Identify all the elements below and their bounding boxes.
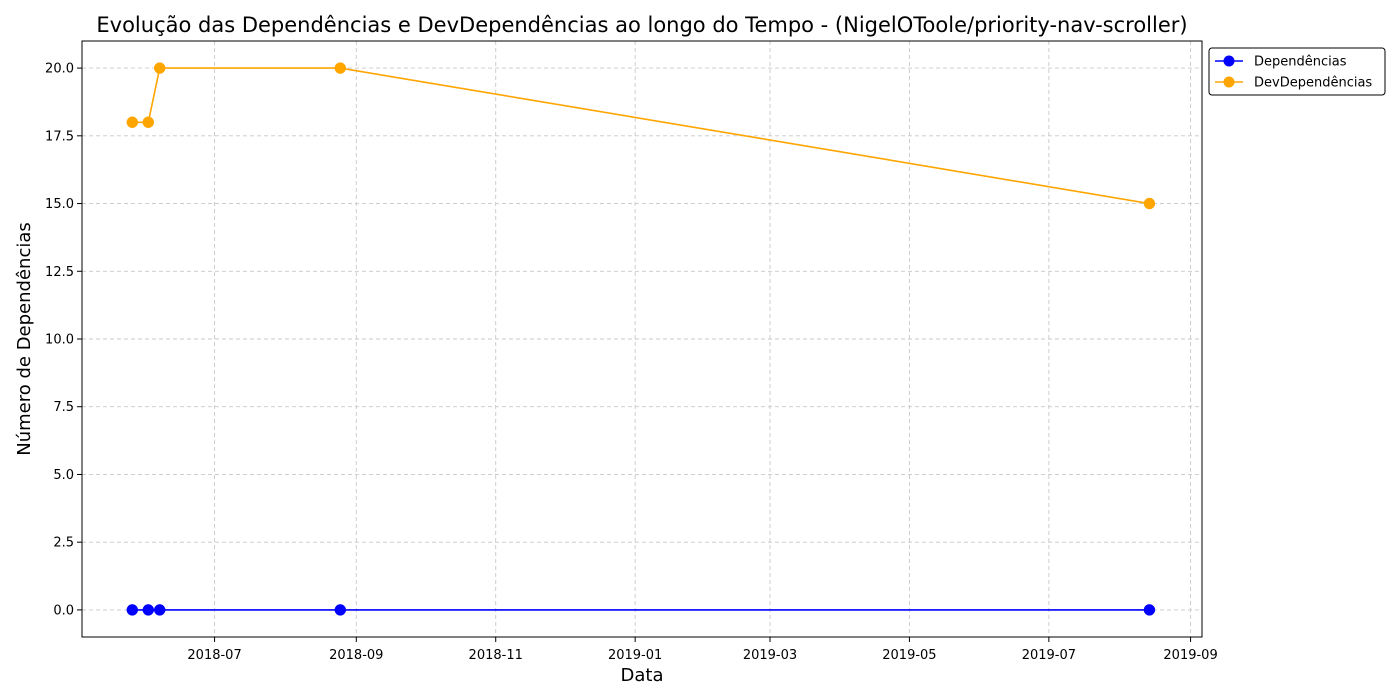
data-point — [1143, 197, 1156, 210]
legend-marker — [1223, 55, 1235, 67]
x-tick-label: 2019-01 — [608, 648, 662, 663]
y-axis: 0.0 2.5 5.0 7.5 10.0 12.5 15.0 17.5 20.0 — [45, 62, 82, 618]
series-layer — [126, 62, 1156, 616]
x-tick-label: 2018-11 — [469, 648, 523, 663]
legend-label: Dependências — [1254, 55, 1347, 70]
legend-marker — [1223, 76, 1235, 88]
data-point — [142, 116, 155, 129]
y-tick-label: 10.0 — [45, 333, 74, 348]
y-tick-label: 2.5 — [53, 536, 74, 551]
x-axis: 2018-07 2018-09 2018-11 2019-01 2019-03 2019-… — [187, 637, 1218, 663]
y-tick-label: 7.5 — [53, 400, 74, 415]
series-2 — [126, 62, 1156, 210]
data-point — [1143, 604, 1156, 616]
legend-label: DevDependências — [1254, 76, 1372, 91]
data-point — [153, 62, 166, 74]
y-axis-label: Número de Dependências — [14, 222, 35, 456]
y-tick-label: 12.5 — [45, 265, 74, 280]
data-point — [126, 604, 139, 616]
y-tick-label: 15.0 — [45, 197, 74, 212]
x-tick-label: 2018-09 — [329, 648, 383, 663]
x-tick-label: 2019-09 — [1163, 648, 1217, 663]
y-tick-label: 0.0 — [53, 603, 74, 618]
data-point — [334, 62, 347, 74]
chart-title: Evolução das Dependências e DevDependênc… — [96, 13, 1187, 37]
x-tick-label: 2019-05 — [882, 648, 936, 663]
data-point — [126, 116, 139, 129]
x-tick-label: 2018-07 — [187, 648, 241, 663]
y-tick-label: 5.0 — [53, 468, 74, 483]
legend: Dependências DevDependências — [1208, 47, 1386, 96]
y-tick-label: 20.0 — [45, 62, 74, 77]
series-1 — [126, 604, 1156, 616]
data-point — [142, 604, 155, 616]
y-tick-label: 17.5 — [45, 129, 74, 144]
x-tick-label: 2019-03 — [743, 648, 797, 663]
x-tick-label: 2019-07 — [1022, 648, 1076, 663]
legend-box — [1208, 47, 1386, 96]
data-point — [334, 604, 347, 616]
data-point — [153, 604, 166, 616]
x-axis-label: Data — [621, 665, 664, 686]
